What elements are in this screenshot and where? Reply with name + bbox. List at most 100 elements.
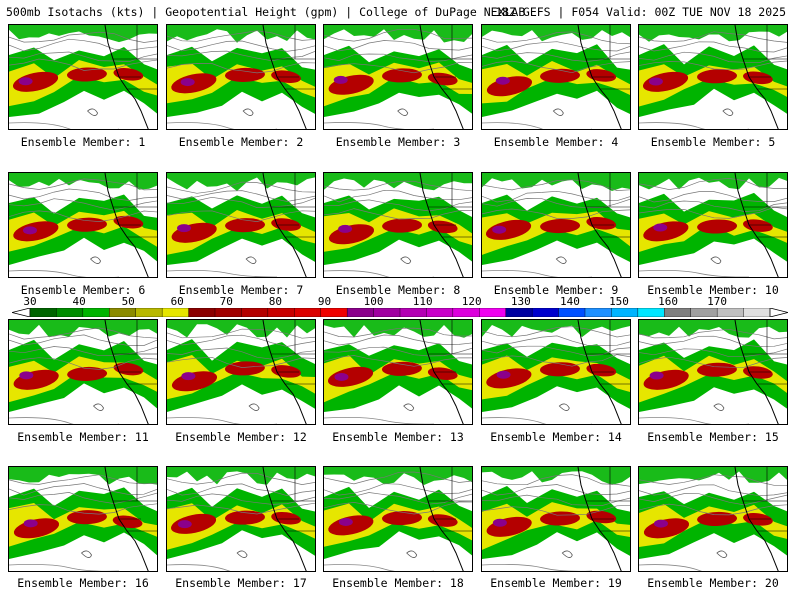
run-valid-time: 18Z GEFS | F054 Valid: 00Z TUE NOV 18 20… [495, 5, 786, 19]
ensemble-panel-15 [638, 319, 788, 425]
ensemble-map-18 [324, 467, 472, 571]
ensemble-map-15 [639, 320, 787, 424]
ensemble-member-caption-8: Ensemble Member: 8 [335, 283, 461, 297]
colorbar-tick-label: 90 [317, 295, 332, 308]
colorbar-swatch-13 [373, 308, 401, 317]
colorbar-tick-label: 60 [170, 295, 184, 308]
ensemble-member-caption-2: Ensemble Member: 2 [178, 135, 304, 149]
ensemble-panel-2 [166, 24, 316, 130]
colorbar-tick-label: 30 [23, 295, 37, 308]
colorbar-swatch-18 [505, 308, 533, 317]
ensemble-map-8 [324, 173, 472, 277]
colorbar-swatch-21 [584, 308, 612, 317]
ensemble-panel-17 [166, 466, 316, 572]
ensemble-member-caption-13: Ensemble Member: 13 [332, 430, 464, 444]
colorbar-swatch-4 [135, 308, 163, 317]
colorbar-swatch-22 [611, 308, 639, 317]
colorbar-tick-label: 160 [658, 295, 679, 308]
ensemble-member-caption-3: Ensemble Member: 3 [335, 135, 461, 149]
colorbar-swatch-2 [82, 308, 110, 317]
ensemble-member-caption-9: Ensemble Member: 9 [493, 283, 619, 297]
ensemble-member-caption-1: Ensemble Member: 1 [20, 135, 146, 149]
ensemble-member-caption-4: Ensemble Member: 4 [493, 135, 619, 149]
colorbar-swatch-3 [109, 308, 137, 317]
ensemble-panel-16 [8, 466, 158, 572]
ensemble-panel-7 [166, 172, 316, 278]
colorbar-tick-label: 80 [268, 295, 283, 308]
colorbar-tick-label: 100 [363, 295, 384, 308]
colorbar-swatch-14 [399, 308, 427, 317]
ensemble-panel-11 [8, 319, 158, 425]
ensemble-map-12 [167, 320, 315, 424]
colorbar-swatch-0 [29, 308, 57, 317]
ensemble-member-caption-20: Ensemble Member: 20 [647, 576, 779, 590]
ensemble-map-11 [9, 320, 157, 424]
colorbar-swatch-7 [214, 308, 242, 317]
ensemble-member-caption-12: Ensemble Member: 12 [175, 430, 307, 444]
colorbar-max-arrow [769, 308, 788, 317]
colorbar-tick-label: 140 [559, 295, 580, 308]
ensemble-map-2 [167, 25, 315, 129]
ensemble-member-caption-10: Ensemble Member: 10 [647, 283, 779, 297]
ensemble-map-14 [482, 320, 630, 424]
ensemble-panel-10 [638, 172, 788, 278]
ensemble-panel-5 [638, 24, 788, 130]
ensemble-panel-20 [638, 466, 788, 572]
colorbar-tick-label: 110 [412, 295, 433, 308]
ensemble-member-caption-18: Ensemble Member: 18 [332, 576, 464, 590]
colorbar-tick-label: 40 [72, 295, 86, 308]
ensemble-member-caption-16: Ensemble Member: 16 [17, 576, 149, 590]
ensemble-map-17 [167, 467, 315, 571]
ensemble-map-9 [482, 173, 630, 277]
colorbar-swatch-5 [161, 308, 190, 317]
ensemble-member-caption-17: Ensemble Member: 17 [175, 576, 307, 590]
colorbar-swatch-10 [294, 308, 322, 317]
ensemble-member-caption-5: Ensemble Member: 5 [650, 135, 776, 149]
colorbar-swatch-16 [452, 308, 480, 317]
colorbar-swatch-6 [188, 308, 216, 317]
colorbar: 30 40 50 60 70 80 90 100 110 120 130 140 150 160 170 [12, 296, 788, 320]
colorbar-swatch-12 [346, 308, 375, 317]
colorbar-swatch-11 [320, 308, 348, 317]
colorbar-tick-label: 150 [609, 295, 629, 308]
colorbar-swatch-26 [716, 308, 745, 317]
colorbar-swatch-24 [664, 308, 692, 317]
chart-header: 500mb Isotachs (kts) | Geopotential Heig… [0, 0, 800, 24]
ensemble-member-caption-7: Ensemble Member: 7 [178, 283, 304, 297]
ensemble-member-caption-15: Ensemble Member: 15 [647, 430, 779, 444]
ensemble-panel-18 [323, 466, 473, 572]
colorbar-swatch-9 [267, 308, 295, 317]
colorbar-swatch-20 [558, 308, 586, 317]
colorbar-swatch-19 [531, 308, 560, 317]
ensemble-member-caption-11: Ensemble Member: 11 [17, 430, 149, 444]
ensemble-map-16 [9, 467, 157, 571]
colorbar-swatch-25 [690, 308, 718, 317]
ensemble-panel-3 [323, 24, 473, 130]
ensemble-map-19 [482, 467, 630, 571]
ensemble-panel-9 [481, 172, 631, 278]
colorbar-swatch-1 [56, 308, 84, 317]
ensemble-panel-13 [323, 319, 473, 425]
colorbar-swatch-27 [743, 308, 771, 317]
ensemble-member-caption-19: Ensemble Member: 19 [490, 576, 622, 590]
ensemble-panel-8 [323, 172, 473, 278]
colorbar-tick-label: 170 [707, 295, 728, 308]
colorbar-swatch-23 [637, 308, 665, 317]
ensemble-member-caption-6: Ensemble Member: 6 [20, 283, 146, 297]
ensemble-panel-12 [166, 319, 316, 425]
colorbar-tick-label: 50 [121, 295, 135, 308]
colorbar-tick-label: 120 [461, 295, 482, 308]
ensemble-panel-19 [481, 466, 631, 572]
ensemble-map-20 [639, 467, 787, 571]
chart-title: 500mb Isotachs (kts) | Geopotential Heig… [6, 5, 526, 19]
ensemble-map-4 [482, 25, 630, 129]
ensemble-map-1 [9, 25, 157, 129]
ensemble-map-13 [324, 320, 472, 424]
ensemble-map-6 [9, 173, 157, 277]
ensemble-panel-1 [8, 24, 158, 130]
colorbar-swatch-17 [479, 308, 507, 317]
ensemble-map-5 [639, 25, 787, 129]
ensemble-map-10 [639, 173, 787, 277]
colorbar-min-arrow [12, 308, 31, 317]
colorbar-swatch-15 [426, 308, 454, 317]
